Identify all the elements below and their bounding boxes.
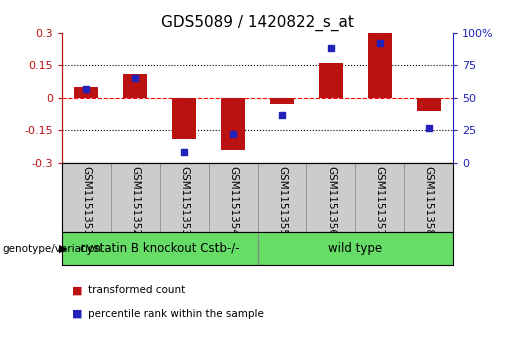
Title: GDS5089 / 1420822_s_at: GDS5089 / 1420822_s_at bbox=[161, 15, 354, 31]
Bar bbox=[160, 163, 209, 232]
Text: GSM1151351: GSM1151351 bbox=[81, 166, 91, 236]
Text: GSM1151354: GSM1151354 bbox=[228, 166, 238, 236]
Text: wild type: wild type bbox=[328, 242, 383, 255]
Point bbox=[82, 86, 91, 91]
Point bbox=[327, 45, 335, 51]
Point bbox=[229, 131, 237, 137]
Text: transformed count: transformed count bbox=[88, 285, 185, 295]
Text: cystatin B knockout Cstb-/-: cystatin B knockout Cstb-/- bbox=[80, 242, 239, 255]
Point bbox=[424, 125, 433, 131]
Text: GSM1151355: GSM1151355 bbox=[277, 166, 287, 236]
Bar bbox=[258, 232, 453, 265]
Bar bbox=[111, 163, 160, 232]
Bar bbox=[319, 63, 343, 98]
Bar bbox=[404, 163, 453, 232]
Bar bbox=[368, 33, 392, 98]
Point bbox=[278, 112, 286, 118]
Bar bbox=[355, 163, 404, 232]
Bar bbox=[221, 98, 245, 150]
Text: ▶: ▶ bbox=[59, 244, 68, 254]
Point bbox=[375, 40, 384, 46]
Bar bbox=[62, 163, 111, 232]
Bar bbox=[123, 74, 147, 98]
Text: GSM1151356: GSM1151356 bbox=[326, 166, 336, 236]
Bar bbox=[417, 98, 441, 111]
Text: GSM1151357: GSM1151357 bbox=[375, 166, 385, 236]
Point bbox=[180, 150, 188, 155]
Text: GSM1151358: GSM1151358 bbox=[424, 166, 434, 236]
Bar bbox=[74, 87, 98, 98]
Bar bbox=[270, 98, 294, 104]
Bar bbox=[62, 232, 258, 265]
Text: ■: ■ bbox=[72, 309, 82, 319]
Bar bbox=[306, 163, 355, 232]
Text: ■: ■ bbox=[72, 285, 82, 295]
Bar bbox=[209, 163, 258, 232]
Text: GSM1151353: GSM1151353 bbox=[179, 166, 189, 236]
Text: GSM1151352: GSM1151352 bbox=[130, 166, 140, 236]
Bar bbox=[258, 163, 306, 232]
Text: percentile rank within the sample: percentile rank within the sample bbox=[88, 309, 264, 319]
Bar bbox=[172, 98, 196, 139]
Text: genotype/variation: genotype/variation bbox=[3, 244, 101, 254]
Point bbox=[131, 75, 139, 81]
